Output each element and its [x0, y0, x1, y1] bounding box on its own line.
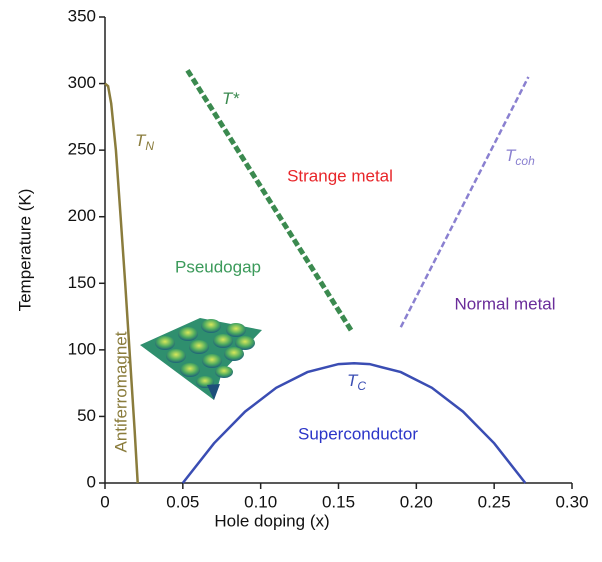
x-tick-label: 0.15: [322, 492, 355, 511]
x-tick-label: 0.30: [555, 492, 588, 511]
series-label-name: T*: [222, 89, 240, 108]
y-tick-label: 50: [77, 406, 96, 425]
y-tick-label: 200: [68, 206, 96, 225]
x-tick-label: 0: [100, 492, 109, 511]
series-line: [399, 76, 530, 328]
series-label-sub: N: [145, 139, 154, 153]
y-tick-label: 300: [68, 73, 96, 92]
x-tick-label: 0.25: [478, 492, 511, 511]
series-label: Tcoh: [505, 146, 535, 168]
series-label: T*: [222, 89, 240, 108]
series-label-name: T: [347, 371, 359, 390]
y-tick-label: 100: [68, 339, 96, 358]
series-label-sub: coh: [515, 154, 535, 168]
x-tick-label: 0.10: [244, 492, 277, 511]
series-label: TN: [135, 131, 154, 153]
region-label: Pseudogap: [175, 257, 261, 276]
surface-inset: [140, 318, 262, 400]
series-line: [181, 361, 527, 484]
series-label-name: T: [505, 146, 517, 165]
series-line: [185, 68, 355, 334]
region-label: Antiferromagnet: [111, 331, 130, 452]
series-line: [104, 82, 139, 484]
x-axis-label: Hole doping (x): [214, 511, 329, 530]
x-tick-label: 0.05: [166, 492, 199, 511]
region-label: Superconductor: [298, 424, 418, 443]
region-label: Strange metal: [287, 166, 393, 185]
y-tick-label: 150: [68, 273, 96, 292]
y-tick-label: 350: [68, 6, 96, 25]
y-tick-label: 250: [68, 140, 96, 159]
region-label: Normal metal: [454, 294, 555, 313]
y-tick-label: 0: [87, 472, 96, 491]
series-label: TC: [347, 371, 366, 393]
x-tick-label: 0.20: [400, 492, 433, 511]
series-label-name: T: [135, 131, 147, 150]
series-label-sub: C: [357, 379, 366, 393]
y-axis-label: Temperature (K): [15, 189, 34, 312]
